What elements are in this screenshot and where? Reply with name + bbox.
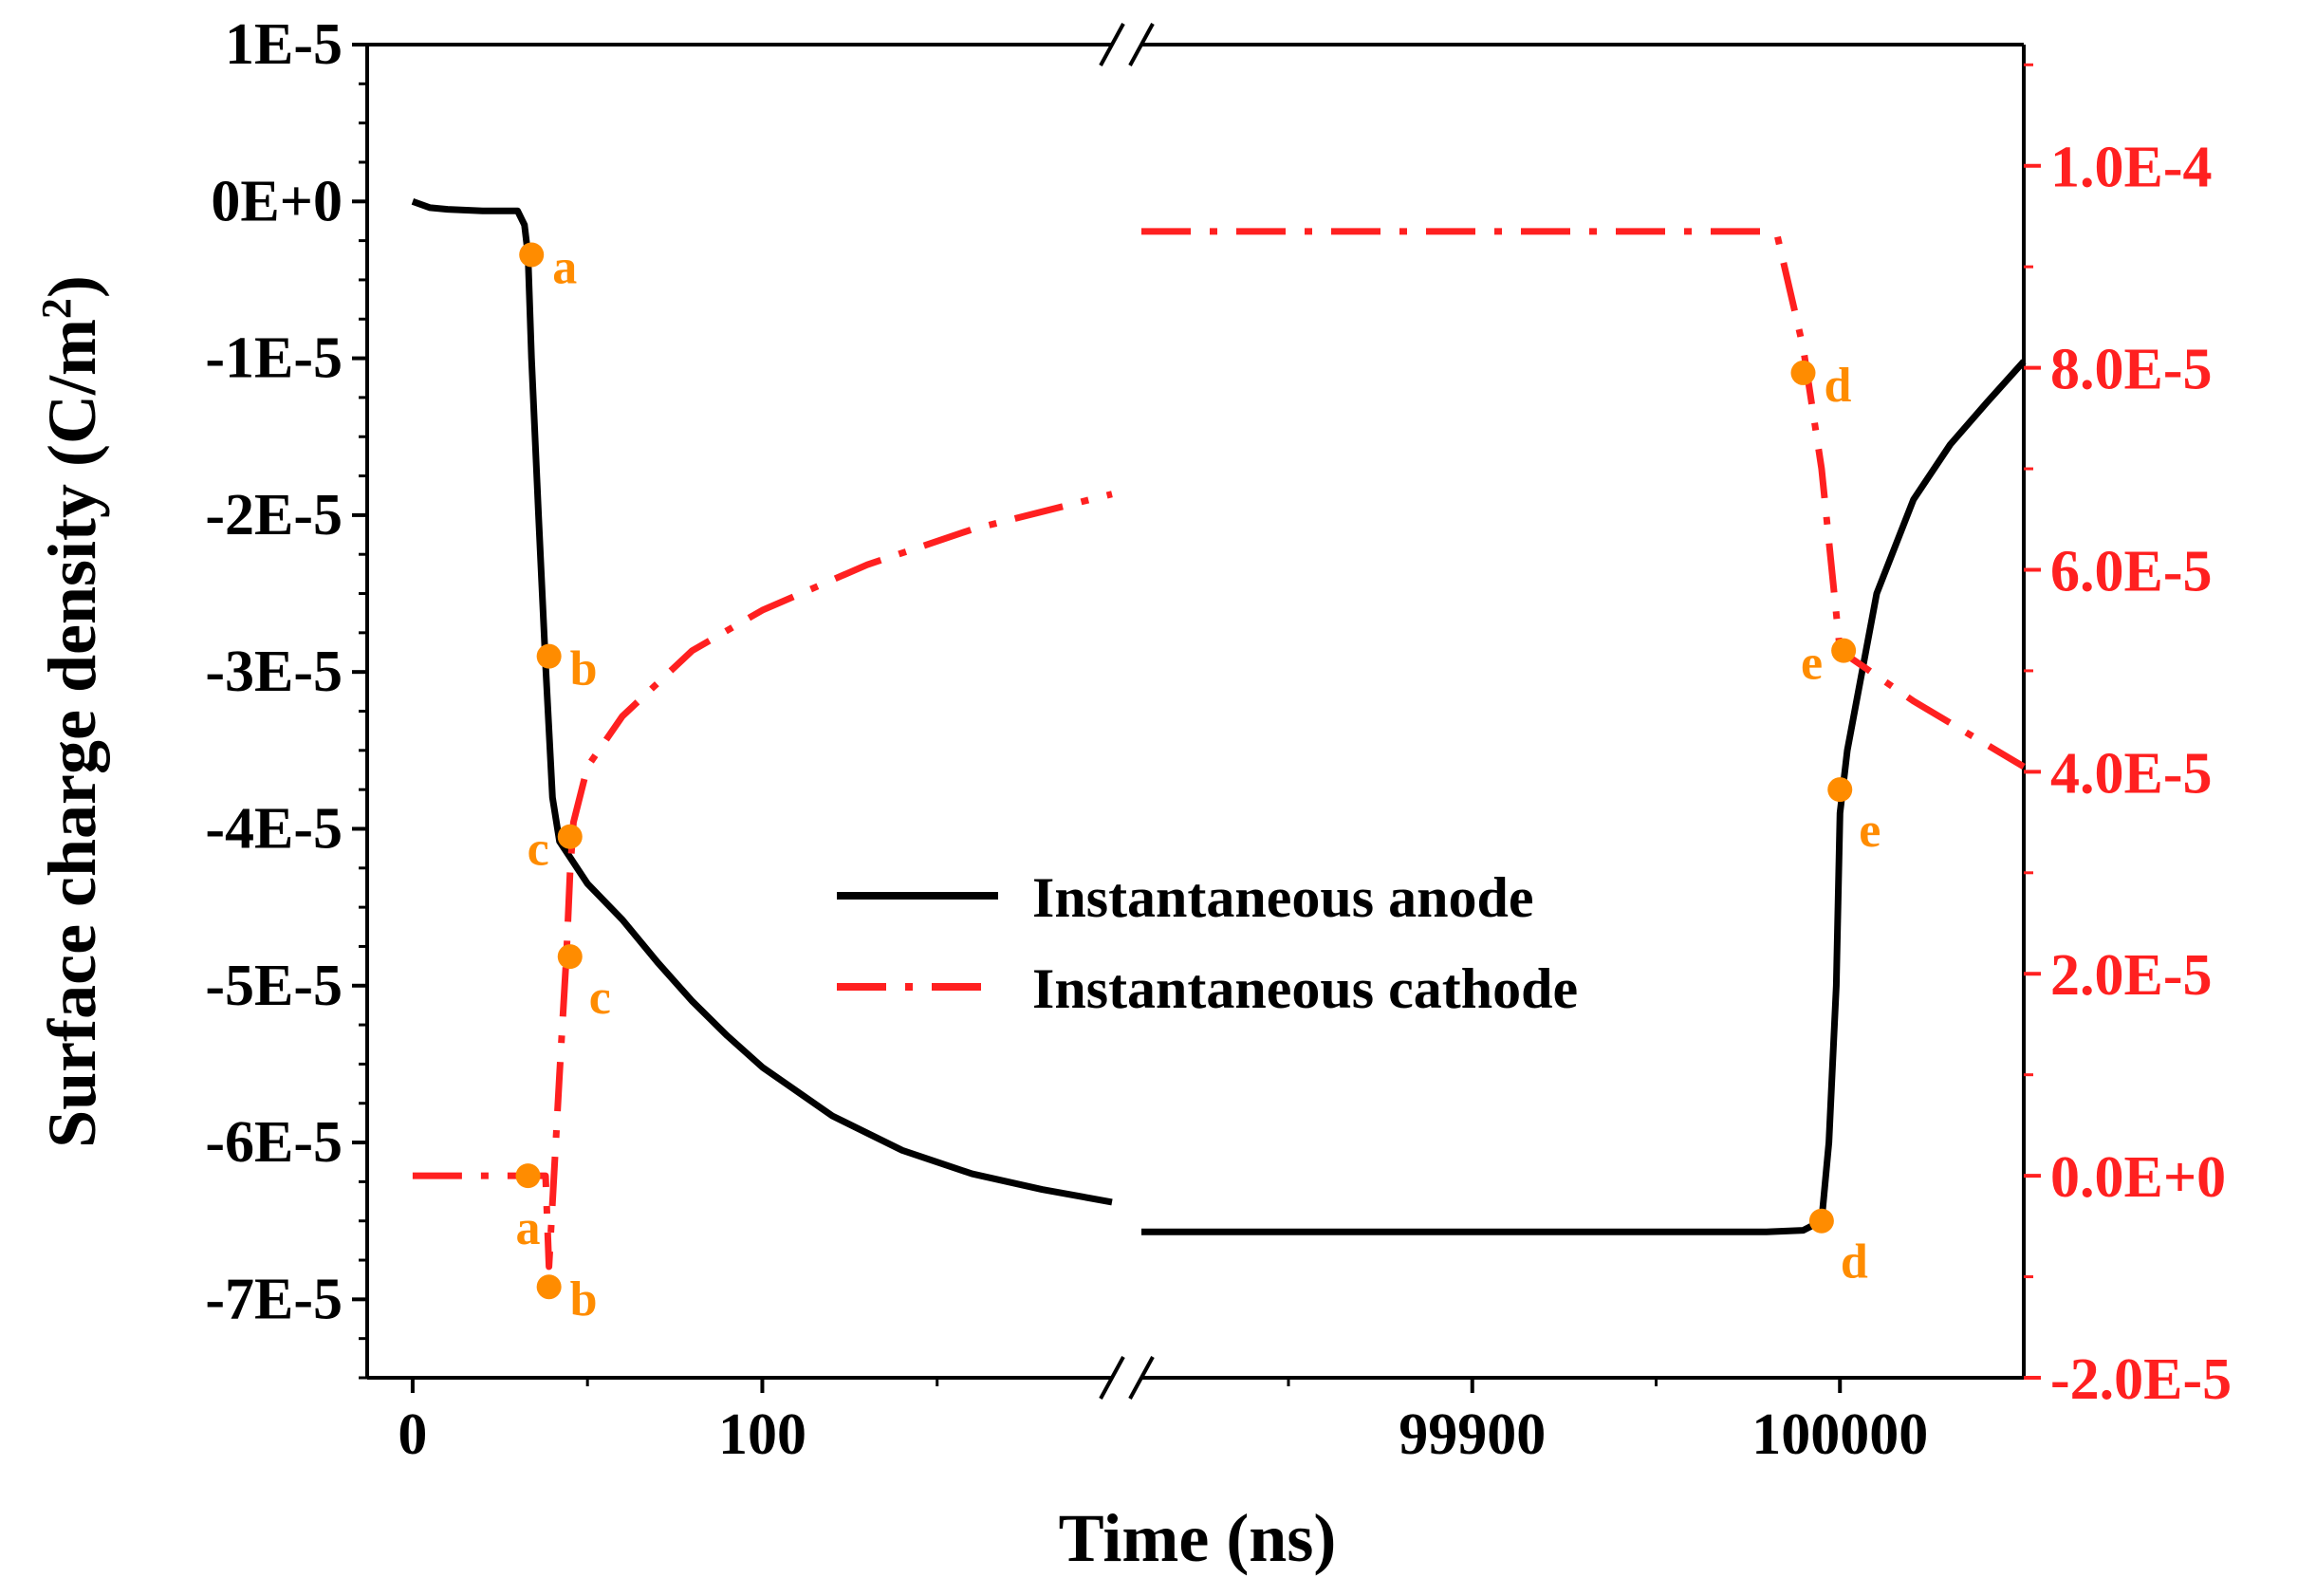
y-axis-title-left: Surface charge density (C/m2): [33, 275, 110, 1148]
point-label-c: c: [528, 823, 549, 877]
point-marker-b: [536, 1274, 562, 1300]
axis-break-mark: [1128, 23, 1155, 66]
axis-break-mark: [1099, 1356, 1125, 1400]
y-left-tick-label: -5E-5: [205, 954, 343, 1018]
y-left-tick-label: -7E-5: [205, 1267, 343, 1331]
y-right-tick-label: 1.0E-4: [2050, 136, 2213, 200]
y-right-tick-label: 8.0E-5: [2050, 338, 2213, 402]
point-label-e: e: [1801, 637, 1823, 691]
point-label-e: e: [1859, 804, 1881, 858]
y-right-tick-label: 4.0E-5: [2050, 741, 2213, 806]
x-tick-label: 0: [398, 1402, 427, 1467]
point-label-d: d: [1825, 359, 1852, 413]
cathode-series-line: [412, 491, 1113, 1271]
point-label-b: b: [570, 1272, 598, 1327]
point-marker-c: [557, 944, 583, 970]
anode-series-line: [1141, 359, 2027, 1235]
point-marker-b: [536, 643, 562, 669]
y-left-tick-label: 0E+0: [211, 169, 343, 233]
point-marker-a: [515, 1163, 541, 1189]
axis-break-mark: [1128, 1356, 1155, 1400]
x-axis-title: Time (ns): [1059, 1500, 1337, 1576]
y-left-tick-label: -6E-5: [205, 1110, 343, 1175]
y-right-tick-label: -2.0E-5: [2050, 1347, 2232, 1412]
axis-break-mark: [1099, 23, 1125, 66]
point-marker-e: [1831, 638, 1857, 663]
legend-label-anode: Instantaneous anode: [1032, 866, 1534, 929]
point-marker-c: [557, 824, 583, 849]
x-tick-label: 99900: [1399, 1402, 1546, 1467]
series-layer: [411, 198, 2027, 1271]
anode-series-line: [411, 198, 1113, 1206]
cathode-series-line: [1141, 228, 2026, 770]
point-label-c: c: [589, 971, 611, 1025]
y-axis-title-close: ): [34, 275, 110, 298]
y-left-tick-label: -1E-5: [205, 326, 343, 391]
y-axis-title-sup: 2: [33, 298, 80, 319]
y-right-tick-label: 6.0E-5: [2050, 539, 2213, 603]
y-left-tick-label: 1E-5: [225, 12, 343, 77]
plot-axes: 1E-5 0E+0 -1E-5 -2E-5 -3E-5 -4E-5 -5E-5 -6E-5 -7…: [205, 12, 2232, 1467]
point-marker-d: [1808, 1208, 1834, 1234]
legend: Instantaneous anode Instantaneous cathod…: [837, 866, 1578, 1020]
point-marker-d: [1790, 360, 1816, 385]
point-marker-e: [1827, 777, 1853, 803]
x-tick-label: 100: [718, 1402, 806, 1467]
y-left-tick-label: -4E-5: [205, 796, 343, 861]
y-left-tick-label: -3E-5: [205, 640, 343, 704]
legend-label-cathode: Instantaneous cathode: [1032, 957, 1578, 1020]
point-label-a: a: [516, 1201, 541, 1255]
x-tick-label: 100000: [1751, 1402, 1928, 1467]
y-left-tick-label: -2E-5: [205, 483, 343, 547]
y-axis-title-base: Surface charge density (C/m: [34, 319, 110, 1148]
point-label-a: a: [552, 240, 577, 294]
y-right-tick-label: 2.0E-5: [2050, 943, 2213, 1008]
point-label-d: d: [1841, 1235, 1868, 1290]
point-marker-a: [519, 242, 545, 268]
y-right-tick-label: 0.0E+0: [2050, 1145, 2226, 1210]
point-label-b: b: [570, 642, 598, 696]
